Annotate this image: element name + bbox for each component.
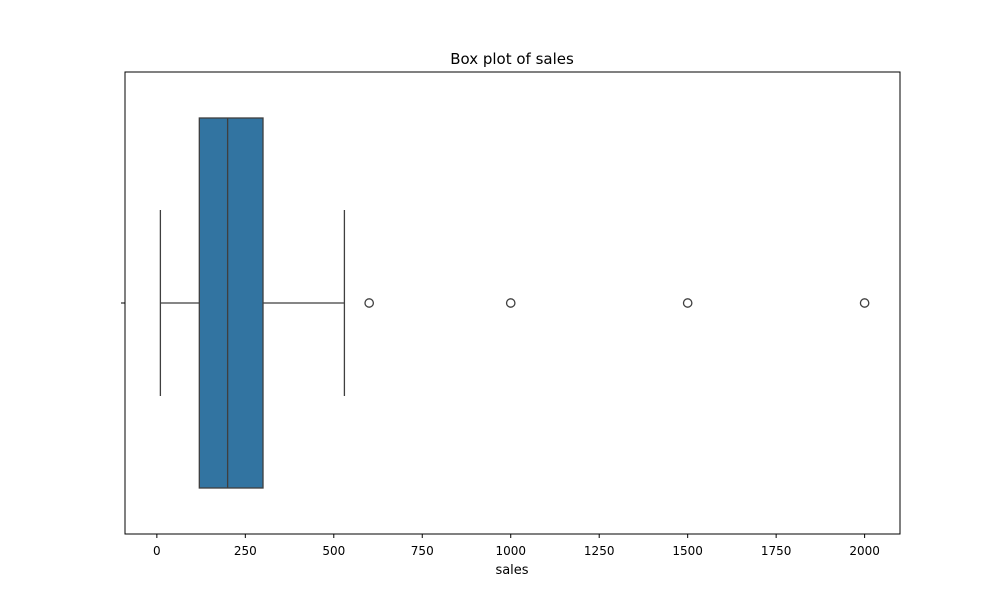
- x-tick-label: 2000: [849, 544, 880, 558]
- outlier-point: [682, 298, 693, 308]
- chart-title: Box plot of sales: [450, 50, 574, 68]
- iqr-box: [198, 117, 264, 489]
- x-tick-label: 1000: [495, 544, 526, 558]
- x-tick-label: 1750: [761, 544, 792, 558]
- outlier-point: [505, 298, 516, 308]
- x-tick-label: 500: [322, 544, 345, 558]
- x-axis-ticks: 0 250 500 750 1000 1250 1500 1750 2000: [121, 302, 880, 558]
- x-tick-label: 0: [153, 544, 161, 558]
- x-tick-label: 750: [411, 544, 434, 558]
- x-axis-label: sales: [495, 563, 528, 578]
- outlier-point: [859, 298, 870, 308]
- plot-area: [159, 117, 870, 489]
- x-tick-label: 1500: [672, 544, 703, 558]
- outlier-point: [364, 298, 375, 308]
- x-tick-label: 1250: [584, 544, 615, 558]
- x-tick-label: 250: [234, 544, 257, 558]
